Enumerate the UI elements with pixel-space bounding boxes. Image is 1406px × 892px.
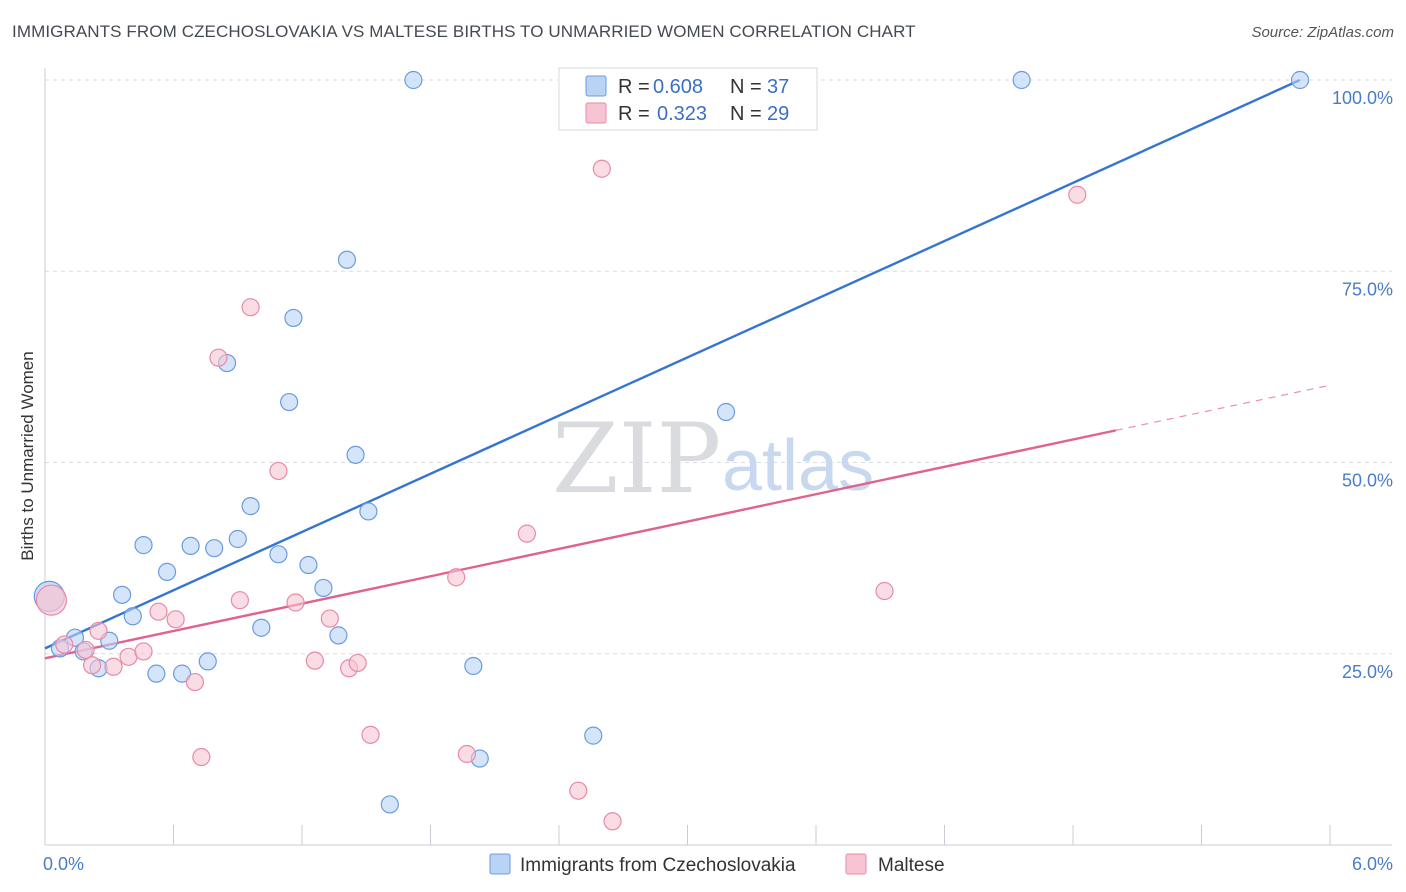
point-czechoslovakia — [346, 445, 365, 464]
point-czechoslovakia — [112, 585, 132, 604]
point-czechoslovakia — [205, 539, 224, 558]
y-tick-label: 50.0% — [1342, 471, 1393, 491]
y-axis-title: Births to Unmarried Women — [18, 351, 37, 560]
point-czechoslovakia — [337, 250, 357, 269]
point-czechoslovakia — [380, 795, 399, 814]
point-czechoslovakia — [228, 529, 247, 549]
legend-top: R = 0.608 N = 37 R = 0.323 N = 29 — [558, 67, 818, 131]
x-tick-label: 0.0% — [43, 854, 84, 874]
point-czechoslovakia — [181, 536, 200, 555]
bottom-legend-label-maltese: Maltese — [878, 855, 945, 876]
point-maltese — [361, 725, 380, 744]
point-maltese — [149, 602, 168, 621]
point-maltese — [185, 672, 205, 692]
point-maltese — [83, 656, 102, 675]
legend-bottom: Immigrants from Czechoslovakia Maltese — [489, 853, 945, 876]
point-czechoslovakia — [172, 664, 192, 683]
point-maltese — [320, 609, 339, 628]
legend-swatch-blue — [585, 75, 607, 97]
point-maltese — [286, 593, 305, 612]
watermark-atlas: atlas — [722, 426, 874, 506]
point-maltese — [447, 568, 466, 587]
point-czechoslovakia — [157, 562, 177, 581]
point-czechoslovakia — [1290, 70, 1310, 90]
point-maltese — [192, 747, 211, 767]
bottom-legend-swatch-pink — [845, 853, 867, 875]
legend-r-label-1: R = — [618, 76, 650, 98]
point-maltese — [592, 159, 611, 178]
point-czechoslovakia — [198, 652, 217, 671]
point-czechoslovakia — [269, 545, 288, 564]
legend-n-label-2: N = — [730, 103, 762, 125]
point-maltese — [1068, 185, 1087, 204]
point-czechoslovakia — [314, 578, 333, 598]
chart-source: Source: ZipAtlas.com — [1251, 24, 1394, 41]
bottom-legend-label-czechoslovakia: Immigrants from Czechoslovakia — [520, 855, 796, 876]
point-czechoslovakia — [284, 308, 303, 328]
point-maltese — [76, 640, 95, 660]
point-czechoslovakia — [329, 626, 348, 645]
chart-title: IMMIGRANTS FROM CZECHOSLOVAKIA VS MALTES… — [12, 22, 916, 41]
point-czechoslovakia — [359, 502, 378, 521]
y-tick-label: 75.0% — [1342, 279, 1393, 299]
point-maltese — [55, 635, 74, 654]
legend-n-label-1: N = — [730, 76, 762, 98]
point-maltese — [230, 591, 249, 610]
trend-line-czechoslovakia — [44, 78, 1301, 650]
y-tick-label: 25.0% — [1342, 662, 1393, 682]
trend-line-maltese — [44, 429, 1117, 660]
point-czechoslovakia — [1012, 70, 1031, 90]
point-czechoslovakia — [241, 497, 260, 516]
watermark-zip: ZIP — [552, 403, 721, 515]
point-czechoslovakia — [716, 402, 736, 422]
point-maltese — [305, 651, 324, 670]
point-maltese — [457, 744, 477, 764]
point-maltese — [569, 781, 588, 800]
y-tick-label: 100.0% — [1332, 88, 1393, 108]
point-maltese — [875, 581, 894, 601]
point-maltese — [104, 657, 123, 676]
bottom-legend-swatch-blue — [489, 853, 511, 875]
point-maltese — [209, 348, 228, 367]
legend-n-value-1: 37 — [767, 76, 789, 98]
axes: 25.0% 50.0% 75.0% 100.0% 0.0% 6.0% — [43, 68, 1393, 874]
data-points — [33, 70, 1310, 831]
trend-lines — [44, 78, 1331, 660]
watermark: ZIP atlas — [552, 403, 874, 515]
point-czechoslovakia — [464, 656, 483, 676]
legend-r-value-2: 0.323 — [657, 103, 707, 125]
point-maltese — [89, 621, 108, 640]
point-czechoslovakia — [584, 726, 603, 745]
point-czechoslovakia — [123, 607, 142, 626]
y-axis-title-group: Births to Unmarried Women — [18, 351, 37, 560]
point-maltese — [517, 524, 536, 543]
point-maltese — [269, 461, 288, 481]
grid-lines — [45, 79, 1392, 655]
x-tick-label: 6.0% — [1352, 854, 1393, 874]
point-maltese — [35, 584, 68, 616]
point-czechoslovakia — [299, 555, 318, 575]
point-czechoslovakia — [252, 618, 271, 637]
point-czechoslovakia — [134, 536, 153, 555]
point-czechoslovakia — [404, 70, 423, 90]
point-maltese — [348, 653, 367, 673]
legend-n-value-2: 29 — [767, 103, 789, 125]
point-czechoslovakia — [280, 392, 299, 412]
point-maltese — [603, 812, 622, 831]
legend-r-label-2: R = — [618, 103, 650, 125]
legend-r-value-1: 0.608 — [653, 76, 703, 98]
legend-swatch-pink — [585, 102, 607, 124]
point-maltese — [134, 642, 153, 661]
point-czechoslovakia — [147, 664, 166, 683]
point-maltese — [241, 298, 260, 317]
point-maltese — [166, 610, 185, 629]
trend-line-maltese-extension — [1115, 384, 1331, 431]
